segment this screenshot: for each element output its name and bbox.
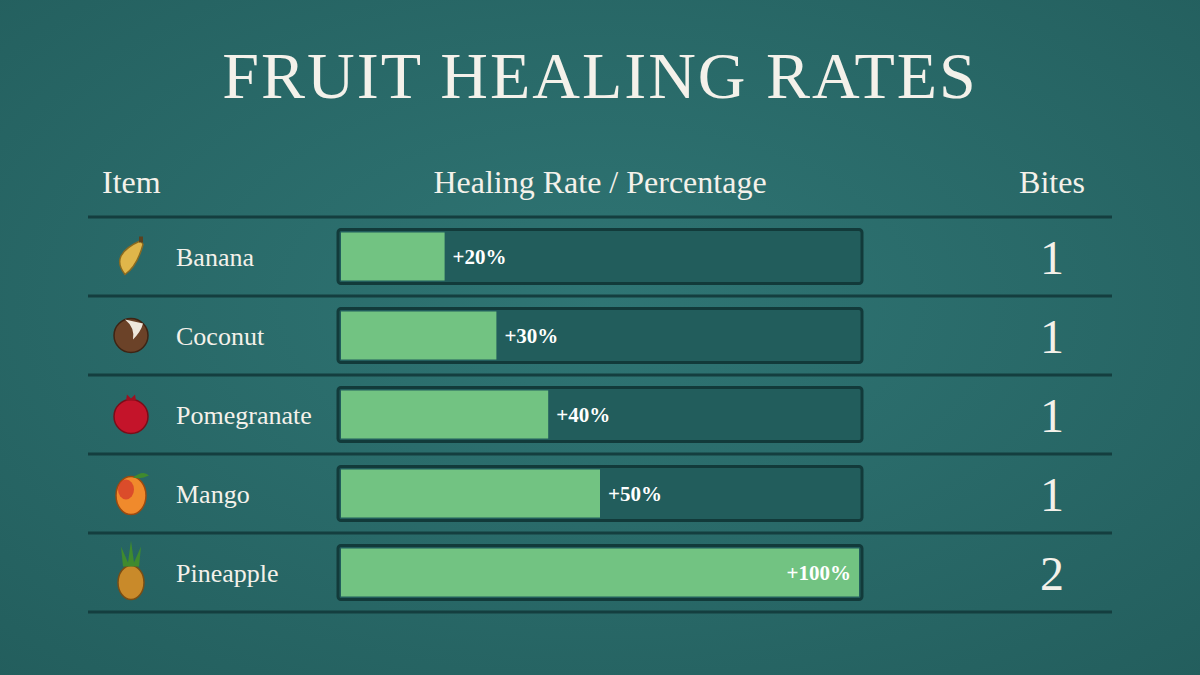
data-labels: +20% +30% +40% +50% +100% [453,245,851,585]
fruit-icon [118,541,144,600]
bar-track [338,546,862,600]
bites-value: 1 [1040,389,1064,442]
column-title: Healing Rate / Percentage [433,164,766,200]
data-label: +30% [504,324,558,348]
row-separator [88,374,1112,377]
bars [341,233,859,597]
bar [341,233,445,281]
fruit-icon [114,395,148,434]
bar-track [338,467,862,521]
row-separator [88,216,1112,219]
data-label: +100% [787,561,851,585]
category-label: Mango [176,480,250,509]
bar [341,312,496,360]
fruit-icon [120,237,143,275]
bar-track [338,309,862,363]
bar [341,391,548,439]
bites-value: 1 [1040,468,1064,521]
category-label: Coconut [176,322,265,351]
bites-value: 1 [1040,310,1064,363]
fruit-icon [114,319,148,353]
data-label: +20% [453,245,507,269]
row-separator [88,532,1112,535]
bar-track [338,388,862,442]
title: FRUIT HEALING RATES [222,39,977,112]
category-label: Banana [176,243,254,272]
bar [341,470,600,518]
column-title: Item [102,164,161,200]
bar [341,549,859,597]
data-label: +40% [556,403,610,427]
category-label: Pomegranate [176,401,312,430]
fruit-icon [116,473,149,515]
row-separator [88,453,1112,456]
chart: FRUIT HEALING RATES Item Healing Rate / Pe… [0,0,1200,675]
column-title: Bites [1019,164,1085,200]
background [0,0,1200,675]
row-separator [88,611,1112,614]
bites-value: 2 [1040,547,1064,600]
row-separator [88,295,1112,298]
data-label: +50% [608,482,662,506]
bites-value: 1 [1040,231,1064,284]
category-label: Pineapple [176,559,279,588]
bar-track [338,230,862,284]
